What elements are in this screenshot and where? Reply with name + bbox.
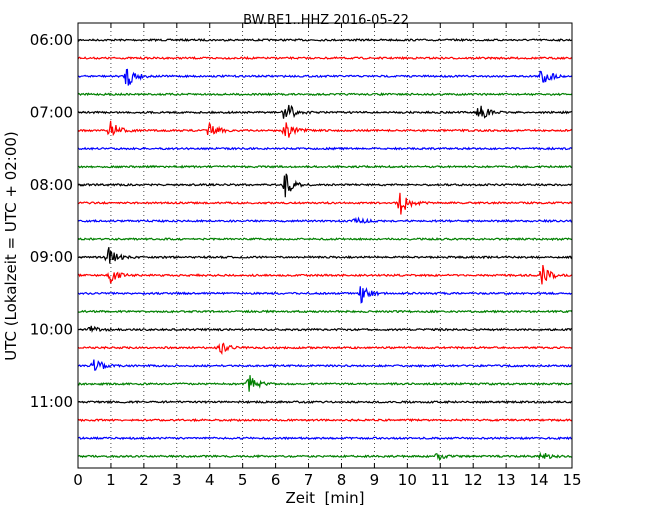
chart-title: BW.BE1..HHZ 2016-05-22 (243, 13, 409, 28)
y-tick-label: 06:00 (30, 31, 73, 49)
trace-line (77, 309, 573, 314)
x-tick-label: 8 (337, 471, 347, 489)
trace-line (78, 246, 573, 264)
trace-line (77, 146, 573, 151)
trace-line (77, 418, 573, 423)
x-tick-label: 4 (205, 471, 215, 489)
x-tick-label: 11 (431, 471, 450, 489)
x-tick-label: 2 (139, 471, 149, 489)
plot-frame (77, 22, 573, 469)
y-tick-label: 09:00 (30, 248, 73, 266)
trace-line (77, 325, 573, 334)
x-tick-label: 14 (530, 471, 549, 489)
y-axis-label: UTC (Lokalzeit = UTC + 02:00) (2, 131, 20, 361)
trace-line (77, 342, 573, 355)
y-axis: 06:00 07:00 08:00 09:00 10:00 11:00 (30, 31, 83, 411)
trace-line (77, 375, 573, 392)
x-tick-label: 0 (73, 471, 83, 489)
x-tick-label: 6 (271, 471, 281, 489)
trace-line (77, 37, 573, 43)
trace-line (77, 264, 573, 285)
trace-line (77, 164, 573, 169)
x-tick-label: 5 (238, 471, 248, 489)
y-tick-label: 10:00 (30, 321, 73, 339)
traces (77, 37, 573, 462)
trace-line (77, 92, 573, 97)
x-tick-label: 12 (464, 471, 483, 489)
trace-line (77, 286, 573, 304)
x-tick-label: 1 (106, 471, 116, 489)
trace-line (77, 120, 573, 138)
x-tick-label: 10 (398, 471, 417, 489)
x-tick-label: 7 (304, 471, 314, 489)
y-tick-label: 11:00 (30, 393, 73, 411)
trace-line (77, 216, 573, 224)
trace-line (77, 173, 573, 198)
trace-line (77, 237, 573, 242)
trace-line (77, 68, 573, 86)
trace-line (77, 451, 573, 462)
trace-line (77, 55, 573, 61)
trace-line (77, 104, 573, 119)
trace-line (77, 436, 573, 441)
x-axis: 0 1 2 3 4 5 6 7 8 9 10 11 12 13 14 15 (73, 23, 582, 489)
trace-line (77, 399, 573, 405)
trace-line (77, 192, 573, 215)
trace-line (77, 359, 572, 371)
y-tick-label: 08:00 (30, 176, 73, 194)
x-tick-label: 15 (562, 471, 581, 489)
x-tick-label: 13 (497, 471, 516, 489)
y-tick-label: 07:00 (30, 103, 73, 121)
x-tick-label: 9 (370, 471, 380, 489)
x-tick-label: 3 (172, 471, 182, 489)
x-axis-label: Zeit [min] (285, 489, 364, 507)
